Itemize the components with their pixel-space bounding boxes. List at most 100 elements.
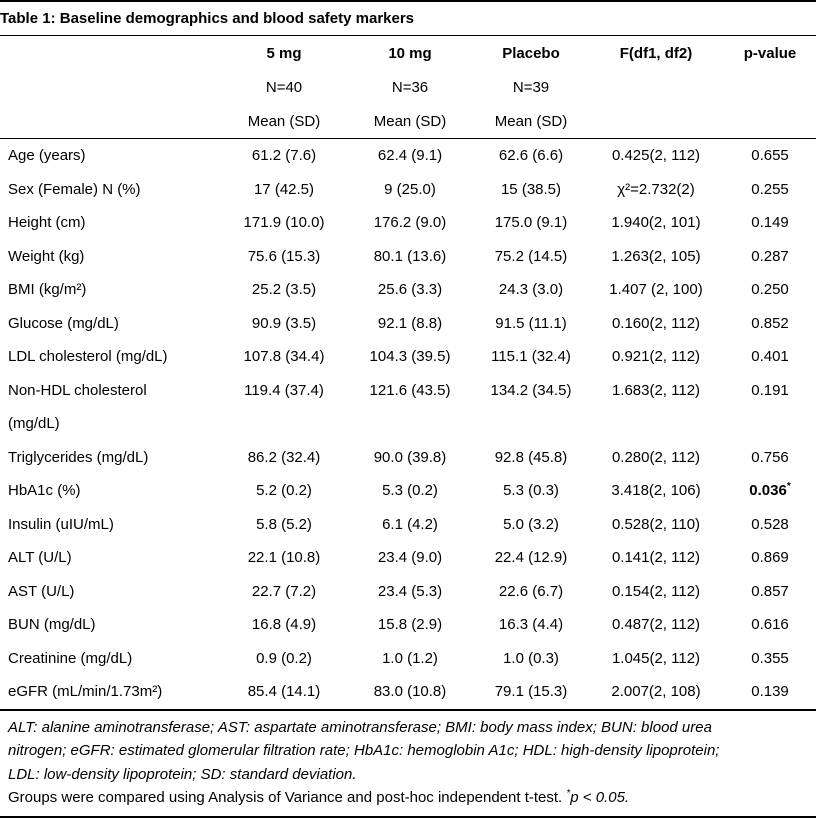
table-row-alt: ALT (U/L) 22.1 (10.8) 23.4 (9.0) 22.4 (1… — [0, 541, 816, 575]
table-row-creatinine: Creatinine (mg/dL) 0.9 (0.2) 1.0 (1.2) 1… — [0, 642, 816, 676]
table-row-weight: Weight (kg) 75.6 (15.3) 80.1 (13.6) 75.2… — [0, 240, 816, 274]
cell-fstat: 1.940(2, 101) — [611, 214, 701, 231]
cell-placebo: 62.6 (6.6) — [498, 147, 564, 164]
cell-10mg: 121.6 (43.5) — [369, 381, 451, 399]
col-header-fstat: F(df1, df2) — [619, 44, 693, 62]
col-header-placebo: Placebo — [502, 44, 560, 62]
methods-text: Groups were compared using Analysis of V… — [8, 789, 567, 806]
row-label-line2: (mg/dL) — [8, 415, 60, 432]
cell-placebo: 24.3 (3.0) — [498, 281, 564, 298]
cell-5mg: 0.9 (0.2) — [256, 649, 312, 667]
cell-placebo: 92.8 (45.8) — [494, 448, 568, 466]
cell-fstat: 0.528(2, 110) — [611, 515, 701, 533]
stat-header-row: Mean (SD) Mean (SD) Mean (SD) — [0, 104, 816, 139]
cell-5mg: 5.2 (0.2) — [256, 482, 312, 499]
n-5mg: N=40 — [265, 78, 303, 96]
significance-asterisk: * — [566, 788, 571, 799]
cell-pvalue: 0.250 — [751, 281, 789, 298]
cell-placebo: 1.0 (0.3) — [503, 649, 559, 667]
cell-5mg: 119.4 (37.4) — [244, 381, 324, 399]
row-label: Sex (Female) N (%) — [8, 180, 141, 198]
methods-note: Groups were compared using Analysis of V… — [8, 786, 808, 810]
table-row-triglycerides: Triglycerides (mg/dL) 86.2 (32.4) 90.0 (… — [0, 441, 816, 475]
cell-fstat: 0.921(2, 112) — [611, 348, 701, 365]
cell-10mg: 25.6 (3.3) — [377, 281, 443, 298]
stat-5mg: Mean (SD) — [222, 104, 346, 139]
cell-fstat: 0.487(2, 112) — [611, 616, 701, 633]
cell-10mg: 1.0 (1.2) — [382, 649, 438, 667]
cell-pvalue: 0.191 — [751, 381, 789, 399]
cell-placebo: 22.6 (6.7) — [498, 582, 564, 600]
row-label: Insulin (uIU/mL) — [8, 515, 114, 533]
abbreviations-line1: ALT: alanine aminotransferase; AST: aspa… — [8, 718, 712, 736]
cell-fstat: 0.425(2, 112) — [611, 147, 701, 164]
cell-placebo: 22.4 (12.9) — [494, 549, 568, 566]
cell-fstat: 0.141(2, 112) — [611, 549, 701, 566]
cell-pvalue: 0.355 — [751, 649, 789, 667]
cell-5mg: 75.6 (15.3) — [247, 247, 321, 265]
cell-placebo: 75.2 (14.5) — [494, 247, 568, 265]
pvalue-text: 0.036 — [749, 482, 787, 499]
cell-10mg: 15.8 (2.9) — [377, 616, 443, 633]
cell-10mg: 5.3 (0.2) — [382, 482, 438, 499]
table-row-sex: Sex (Female) N (%) 17 (42.5) 9 (25.0) 15… — [0, 173, 816, 207]
cell-placebo: 175.0 (9.1) — [494, 214, 568, 231]
cell-fstat: 1.263(2, 105) — [611, 247, 701, 265]
abbreviations-line2: nitrogen; eGFR: estimated glomerular fil… — [8, 742, 720, 759]
header-spacer — [0, 36, 222, 71]
cell-5mg: 85.4 (14.1) — [222, 675, 346, 711]
cell-pvalue: 0.139 — [724, 675, 816, 711]
row-label: eGFR (mL/min/1.73m²) — [0, 675, 222, 711]
cell-10mg: 80.1 (13.6) — [373, 247, 447, 265]
significance-asterisk: * — [786, 481, 791, 492]
cell-10mg: 90.0 (39.8) — [373, 448, 447, 466]
row-label: Glucose (mg/dL) — [8, 314, 119, 332]
cell-pvalue: 0.852 — [751, 314, 789, 332]
row-label: BUN (mg/dL) — [8, 616, 96, 633]
cell-pvalue: 0.255 — [751, 180, 789, 198]
cell-5mg: 17 (42.5) — [253, 180, 315, 198]
row-label: HbA1c (%) — [8, 482, 81, 499]
cell-fstat: 1.407 (2, 100) — [609, 281, 703, 298]
n-10mg: N=36 — [391, 78, 429, 96]
n-header-row: N=40 N=36 N=39 — [0, 70, 816, 104]
table-row-ldl: LDL cholesterol (mg/dL) 107.8 (34.4) 104… — [0, 340, 816, 374]
cell-5mg: 86.2 (32.4) — [247, 448, 321, 466]
cell-pvalue: 0.869 — [751, 549, 789, 566]
table-row-bun: BUN (mg/dL) 16.8 (4.9) 15.8 (2.9) 16.3 (… — [0, 608, 816, 642]
cell-10mg: 83.0 (10.8) — [346, 675, 474, 711]
cell-placebo: 115.1 (32.4) — [491, 348, 571, 365]
stat-10mg: Mean (SD) — [346, 104, 474, 139]
cell-pvalue: 0.528 — [751, 515, 789, 533]
row-label: Creatinine (mg/dL) — [8, 649, 133, 667]
cell-10mg: 92.1 (8.8) — [377, 314, 443, 332]
row-label: AST (U/L) — [8, 582, 75, 600]
cell-5mg: 5.8 (5.2) — [256, 515, 312, 533]
cell-5mg: 171.9 (10.0) — [243, 214, 325, 231]
cell-fstat: χ²=2.732(2) — [617, 180, 695, 198]
table-row-bmi: BMI (kg/m²) 25.2 (3.5) 25.6 (3.3) 24.3 (… — [0, 273, 816, 307]
cell-placebo: 15 (38.5) — [500, 180, 562, 198]
row-label: Triglycerides (mg/dL) — [8, 448, 149, 466]
row-label: LDL cholesterol (mg/dL) — [8, 348, 168, 365]
cell-fstat: 1.683(2, 112) — [611, 381, 701, 399]
cell-placebo: 16.3 (4.4) — [498, 616, 564, 633]
cell-5mg: 61.2 (7.6) — [251, 147, 317, 164]
col-header-5mg: 5 mg — [266, 44, 302, 62]
table-row-egfr: eGFR (mL/min/1.73m²) 85.4 (14.1) 83.0 (1… — [0, 675, 816, 711]
row-label: BMI (kg/m²) — [8, 281, 87, 298]
cell-10mg: 6.1 (4.2) — [382, 515, 438, 533]
cell-pvalue: 0.149 — [751, 214, 789, 231]
table-footnotes: ALT: alanine aminotransferase; AST: aspa… — [0, 711, 816, 818]
cell-pvalue: 0.401 — [751, 348, 789, 365]
column-header-row: 5 mg 10 mg Placebo F(df1, df2) p-value — [0, 36, 816, 71]
cell-placebo: 5.3 (0.3) — [503, 482, 559, 499]
cell-fstat: 3.418(2, 106) — [611, 482, 701, 499]
cell-pvalue: 0.655 — [751, 147, 789, 164]
cell-pvalue: 0.756 — [751, 448, 789, 466]
table-row-height: Height (cm) 171.9 (10.0) 176.2 (9.0) 175… — [0, 206, 816, 240]
cell-5mg: 16.8 (4.9) — [251, 616, 317, 633]
cell-5mg: 25.2 (3.5) — [251, 281, 317, 298]
cell-5mg: 90.9 (3.5) — [251, 314, 317, 332]
